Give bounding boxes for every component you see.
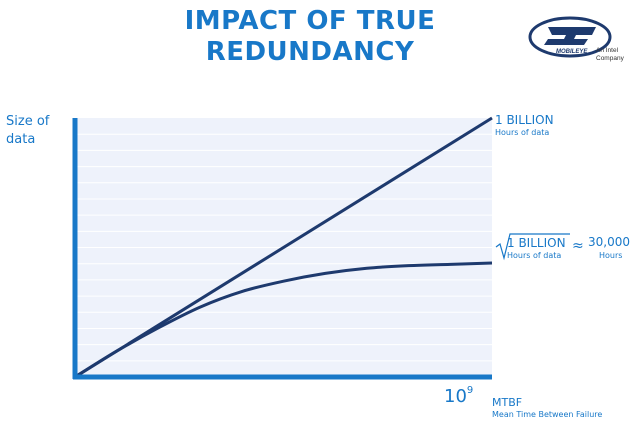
x-tick-exponent: 9 [466, 385, 474, 396]
x-axis-label: MTBF [492, 396, 523, 409]
sqrt-label-main: 1 BILLION [507, 236, 566, 250]
logo-brand: MOBILEYE [556, 49, 588, 55]
x-tick-label: 109 [444, 385, 474, 407]
logo-subtitle-1: An Intel [596, 47, 619, 54]
y-axis-label-line-1: Size of [6, 114, 50, 129]
sqrt-symbol [495, 233, 570, 261]
logo-mark [544, 27, 596, 45]
y-axis-label-line-2: data [6, 132, 36, 147]
logo-ring [528, 16, 612, 58]
linear-label-sub: Hours of data [495, 128, 550, 137]
page-title-line-2: REDUNDANCY [205, 37, 415, 67]
sqrt-result-sub: Hours [599, 251, 623, 260]
linear-label-main: 1 BILLION [495, 113, 554, 127]
mobileye-logo: MOBILEYE [528, 16, 612, 58]
page-title-line-1: IMPACT OF TRUE [184, 6, 436, 36]
x-tick-base: 10 [444, 386, 467, 407]
x-axis-sublabel: Mean Time Between Failure [492, 410, 603, 419]
grid [75, 133, 492, 362]
y-axis-label: Size of data [6, 113, 49, 149]
logo-subtitle-2: Company [596, 55, 624, 62]
sqrt-result-main: 30,000 [588, 235, 630, 249]
approx-symbol: ≈ [572, 238, 584, 254]
series-line-sqrt [74, 261, 493, 379]
sqrt-label-sub: Hours of data [507, 251, 562, 260]
